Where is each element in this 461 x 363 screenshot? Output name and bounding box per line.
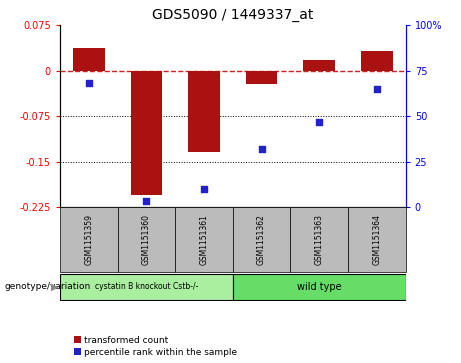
Text: GSM1151360: GSM1151360 (142, 214, 151, 265)
Bar (246, 71, 278, 84)
Text: GSM1151364: GSM1151364 (372, 214, 381, 265)
Point (373, 86, 381, 92)
Text: GSM1151363: GSM1151363 (315, 214, 324, 265)
Text: wild type: wild type (297, 282, 342, 292)
Bar (361, 51, 393, 71)
Bar (60, 274, 233, 300)
Title: GDS5090 / 1449337_at: GDS5090 / 1449337_at (152, 8, 313, 22)
Point (85, 81, 92, 86)
Legend: transformed count, percentile rank within the sample: transformed count, percentile rank withi… (74, 336, 237, 357)
Bar (60, 207, 118, 272)
Point (315, 119, 323, 125)
Point (142, 199, 150, 204)
Text: cystatin B knockout Cstb-/-: cystatin B knockout Cstb-/- (95, 282, 198, 291)
Point (258, 146, 266, 152)
Bar (348, 207, 406, 272)
Point (200, 186, 207, 192)
Bar (118, 207, 175, 272)
Bar (175, 207, 233, 272)
Text: genotype/variation: genotype/variation (5, 282, 91, 291)
Bar (233, 207, 290, 272)
Text: ▶: ▶ (51, 282, 58, 292)
Bar (188, 71, 220, 152)
Bar (290, 207, 348, 272)
Bar (233, 274, 406, 300)
Text: GSM1151361: GSM1151361 (200, 214, 208, 265)
Text: GSM1151362: GSM1151362 (257, 214, 266, 265)
Bar (130, 71, 162, 195)
Bar (73, 48, 105, 71)
Bar (303, 60, 335, 71)
Text: GSM1151359: GSM1151359 (84, 214, 93, 265)
